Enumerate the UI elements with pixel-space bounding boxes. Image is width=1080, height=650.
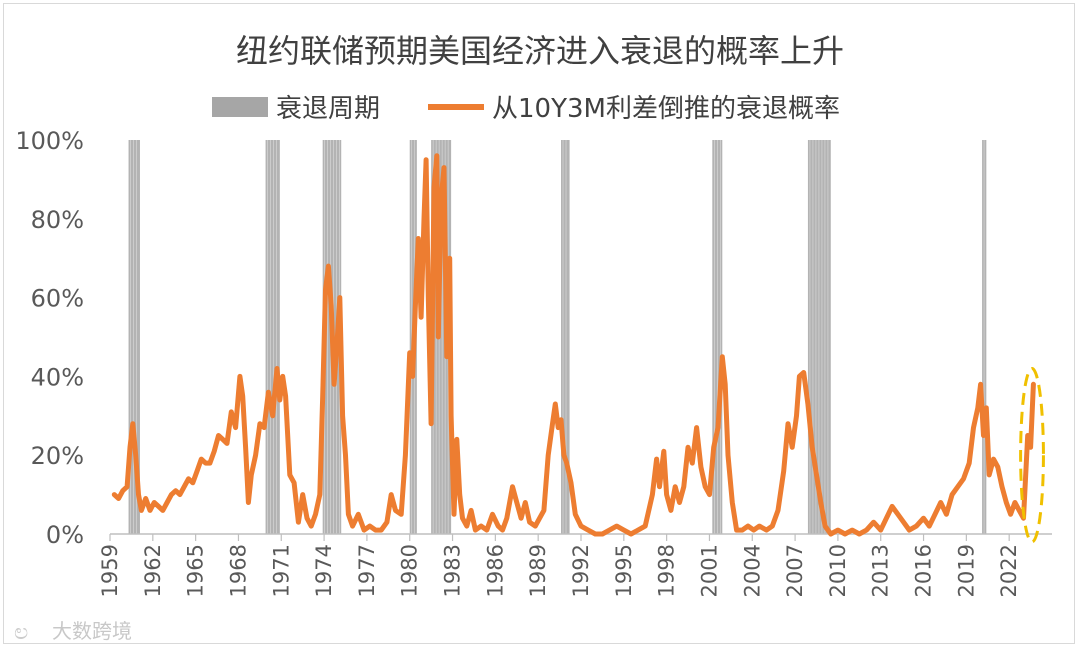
x-tick-label: 1995 [612,544,636,597]
x-tick-label: 1989 [526,544,550,597]
recession-band-0 [128,140,140,534]
x-tick-label: 1968 [226,544,250,597]
x-tick-label: 2013 [869,544,893,597]
x-tick-label: 1986 [483,544,507,597]
x-tick-label: 2001 [697,544,721,597]
highlight-ellipse-annotation [1019,367,1045,544]
x-tick-label: 2010 [826,544,850,597]
x-tick-label: 2022 [997,544,1021,597]
x-axis-ticks: 1959 1962 1965 1968 1971 1974 1977 1980 1983 1986… [98,534,1021,597]
legend-swatch-recession [212,97,268,117]
watermark: ಲ 大数跨境 [14,619,132,645]
x-tick-label: 1992 [569,544,593,597]
x-tick-label: 2007 [783,544,807,597]
x-tick-label: 2019 [954,544,978,597]
x-tick-label: 1971 [269,544,293,597]
x-tick-label: 2004 [740,544,764,597]
y-tick-label: 20% [31,442,84,470]
chart-frame [3,3,1075,644]
y-tick-label: 100% [15,127,84,155]
x-tick-label: 1974 [312,544,336,597]
x-tick-label: 1962 [141,544,165,597]
y-tick-label: 0% [46,521,84,549]
x-tick-label: 1980 [398,544,422,597]
x-tick-label: 1983 [441,544,465,597]
recession-band-7 [807,140,831,534]
watermark-text: 大数跨境 [52,619,132,643]
x-tick-label: 1959 [98,544,122,597]
x-tick-label: 1977 [355,544,379,597]
recession-band-5 [561,140,570,534]
watermark-logo-icon: ಲ [14,620,28,645]
y-tick-label: 40% [31,363,84,391]
series-line-recession-probability [111,153,1036,537]
y-tick-label: 60% [31,285,84,313]
y-axis-ticks: 0% 20% 40% 60% 80% 100% [15,127,84,549]
x-tick-label: 1998 [655,544,679,597]
legend-label-recession: 衰退周期 [276,94,380,124]
x-tick-label: 2016 [912,544,936,597]
x-tick-label: 1965 [184,544,208,597]
legend-label-probability: 从10Y3M利差倒推的衰退概率 [492,94,840,124]
chart-title: 纽约联储预期美国经济进入衰退的概率上升 [236,32,844,70]
recession-bands [128,140,987,534]
legend: 衰退周期 从10Y3M利差倒推的衰退概率 [212,94,840,124]
y-tick-label: 80% [31,206,84,234]
